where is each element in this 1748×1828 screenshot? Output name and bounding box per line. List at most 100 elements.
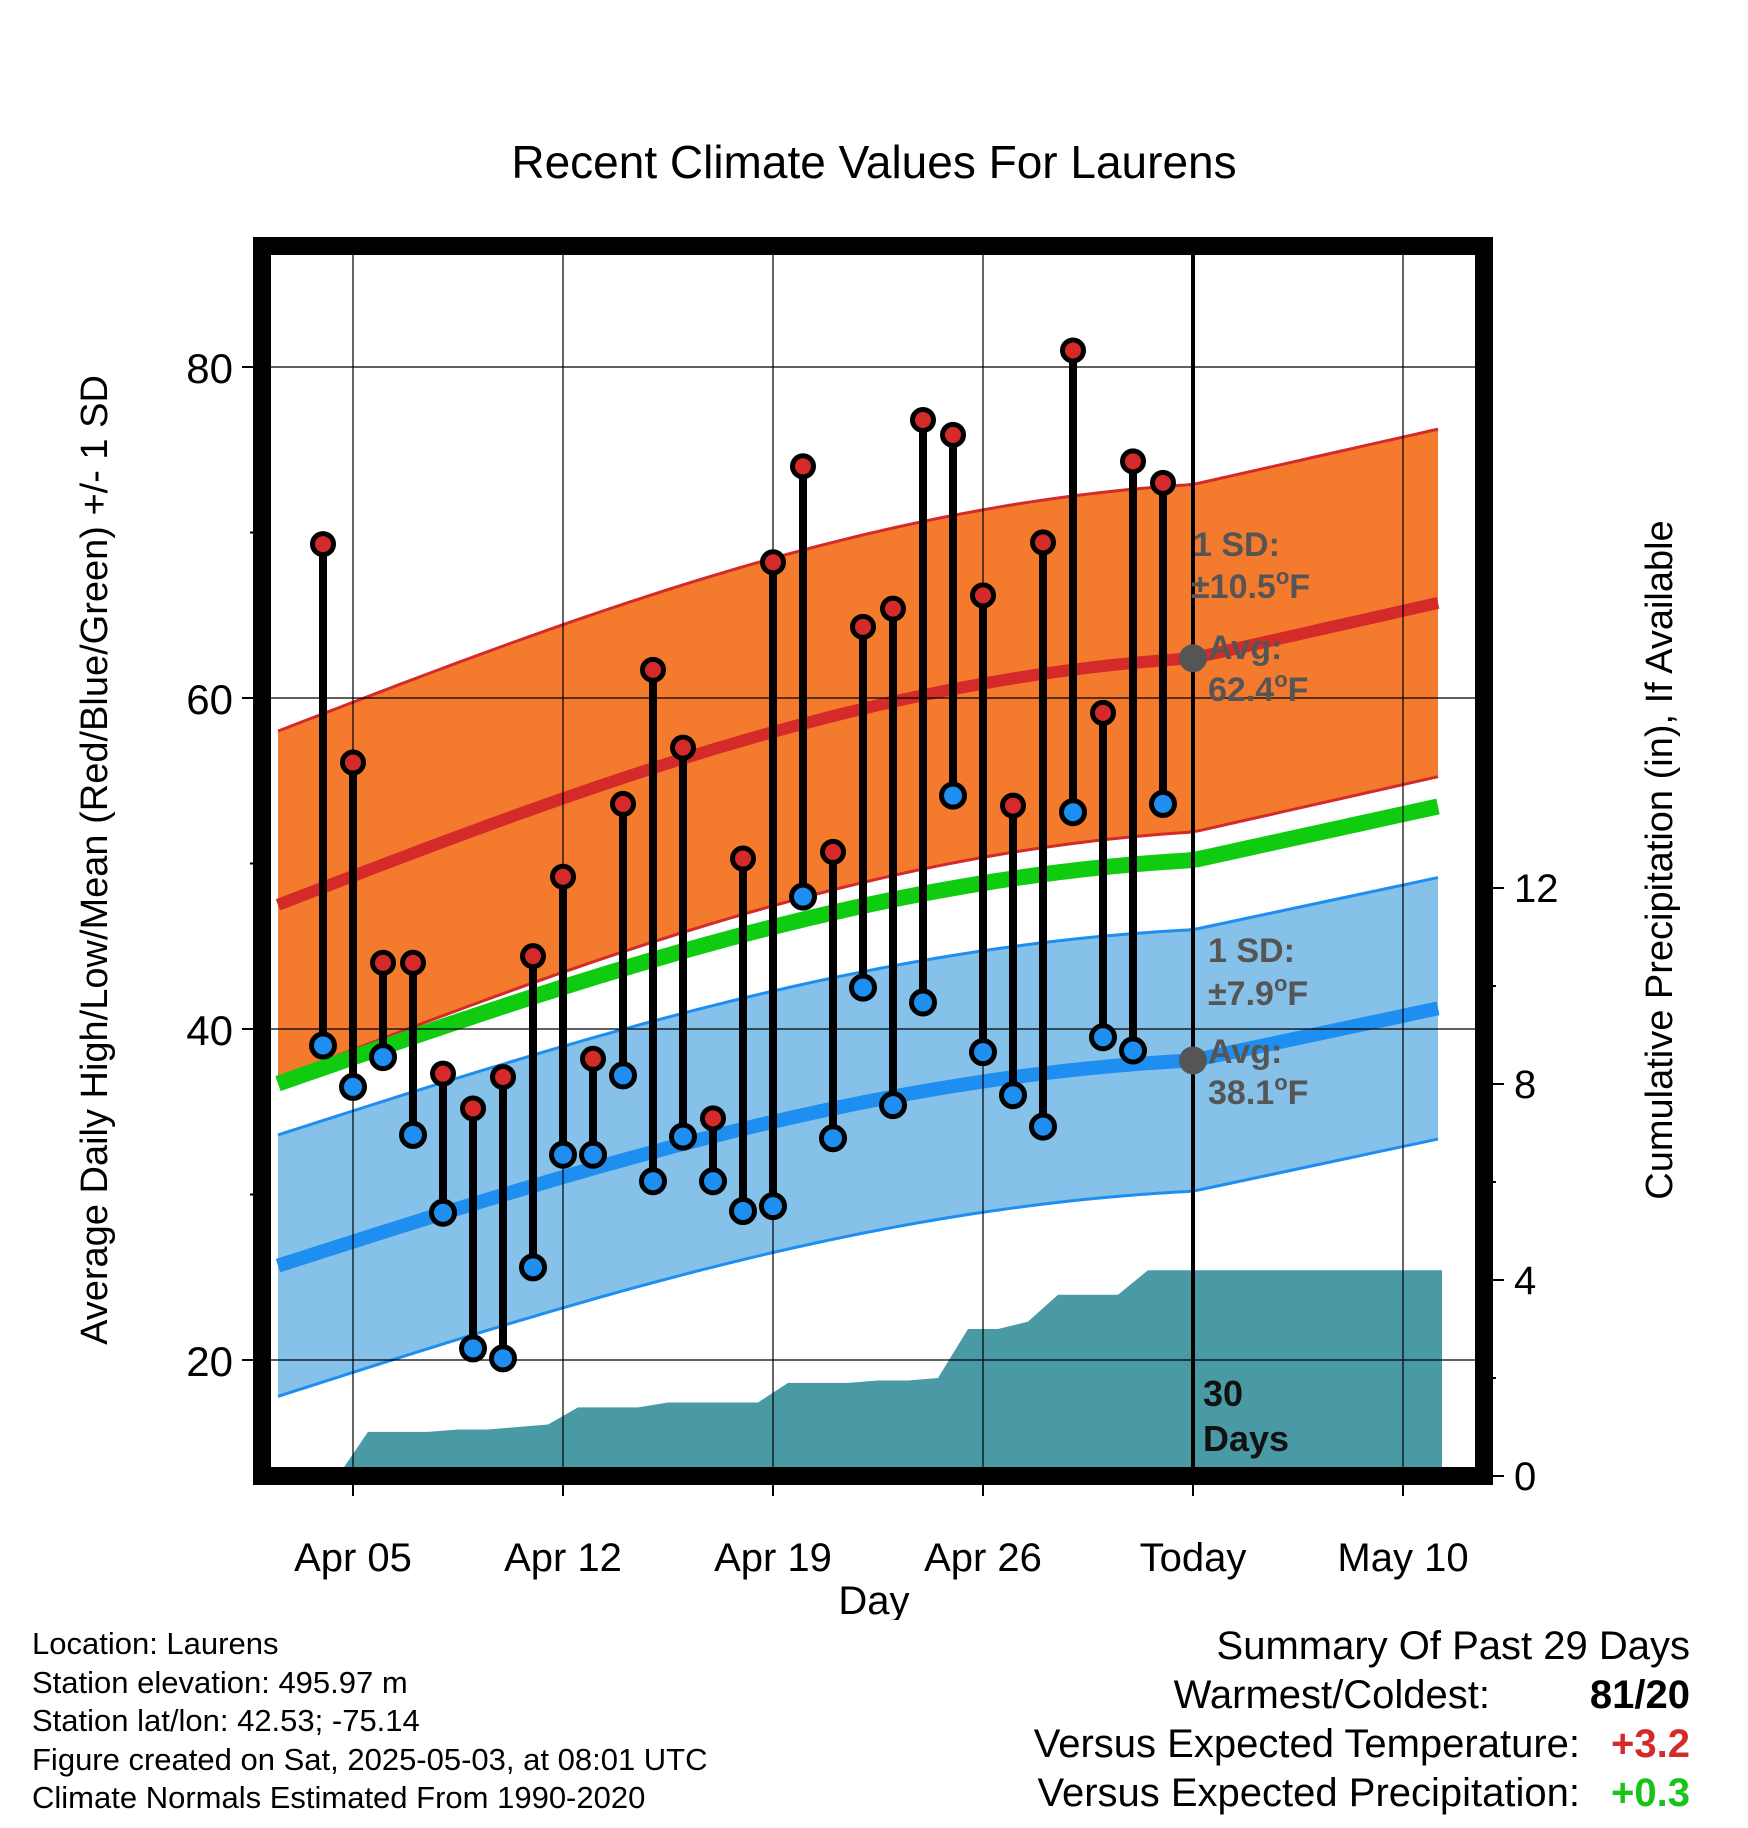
daily-high-point xyxy=(730,845,756,872)
daily-low-point xyxy=(969,1038,997,1067)
daily-low-point xyxy=(759,1192,787,1221)
daily-high-point xyxy=(850,613,876,640)
daily-low-point xyxy=(339,1072,367,1101)
daily-high-point xyxy=(1120,448,1146,475)
daily-low-point xyxy=(1089,1023,1117,1052)
summary-heading: Summary Of Past 29 Days xyxy=(1216,1624,1690,1668)
daily-low-point xyxy=(1119,1036,1147,1065)
high-sd-band xyxy=(278,429,1438,1079)
x-tick-label: Today xyxy=(1140,1536,1247,1580)
daily-high-point xyxy=(790,453,816,480)
warmest-label: Warmest/Coldest: xyxy=(1173,1673,1490,1717)
precip-anomaly-value: +0.3 xyxy=(1611,1771,1690,1815)
station-info: Location: Laurens Station elevation: 495… xyxy=(32,1625,708,1818)
daily-low-point xyxy=(369,1043,397,1072)
latlon-text: Station lat/lon: 42.53; -75.14 xyxy=(32,1703,420,1738)
y-tick-label: 40 xyxy=(186,1007,233,1054)
summary-panel: Summary Of Past 29 Days Warmest/Coldest:… xyxy=(1034,1622,1690,1818)
high-avg-value-annotation: 62.4oF xyxy=(1208,667,1308,709)
daily-low-point xyxy=(519,1253,547,1282)
daily-high-point xyxy=(1090,699,1116,726)
y2-tick-label: 0 xyxy=(1514,1455,1536,1499)
daily-high-point xyxy=(880,595,906,622)
daily-low-point xyxy=(549,1140,577,1169)
low-sd-annotation: 1 SD: xyxy=(1208,932,1295,970)
daily-low-point xyxy=(819,1124,847,1153)
daily-high-point xyxy=(670,734,696,761)
location-text: Location: Laurens xyxy=(32,1626,279,1661)
daily-high-point xyxy=(430,1060,456,1087)
low-sd-upper-line xyxy=(277,876,1439,1137)
created-text: Figure created on Sat, 2025-05-03, at 08… xyxy=(32,1741,708,1777)
daily-low-point xyxy=(789,882,817,911)
high-sd-upper-line xyxy=(277,427,1439,733)
daily-high-point xyxy=(610,790,636,817)
temp-anomaly-label: Versus Expected Temperature: xyxy=(1033,1722,1580,1766)
today-high-avg-point xyxy=(1179,644,1207,673)
daily-high-point xyxy=(1030,529,1056,556)
daily-high-point xyxy=(910,406,936,433)
daily-low-point xyxy=(669,1122,697,1151)
daily-low-point xyxy=(879,1091,907,1120)
daily-high-point xyxy=(700,1105,726,1132)
daily-high-point xyxy=(640,656,666,683)
elevation-text: Station elevation: 495.97 m xyxy=(32,1664,408,1700)
daily-low-point xyxy=(489,1344,517,1373)
high-sd-value-annotation: ±10.5oF xyxy=(1191,564,1310,606)
daily-low-point xyxy=(609,1061,637,1090)
daily-low-point xyxy=(999,1081,1027,1110)
y2-tick-label: 8 xyxy=(1514,1063,1536,1107)
daily-low-point xyxy=(579,1140,607,1169)
plot-frame xyxy=(253,237,1493,1485)
daily-low-point xyxy=(639,1167,667,1196)
high-sd-annotation: 1 SD: xyxy=(1193,526,1280,564)
y-tick-label: 60 xyxy=(186,676,233,723)
today-label-line1: 30 xyxy=(1203,1373,1243,1414)
y-tick-label: 20 xyxy=(186,1338,233,1385)
climate-chart: Recent Climate Values For Laurens 1 SD:±… xyxy=(74,136,1681,1620)
daily-high-point xyxy=(370,949,396,976)
daily-high-point xyxy=(490,1063,516,1090)
daily-high-point xyxy=(760,549,786,576)
y2-tick-label: 4 xyxy=(1514,1259,1536,1303)
normals-text: Climate Normals Estimated From 1990-2020 xyxy=(32,1780,646,1815)
low-sd-value-annotation: ±7.9oF xyxy=(1208,971,1308,1013)
y2-axis-label: Cumulative Precipitation (in), If Availa… xyxy=(1639,520,1681,1199)
daily-high-point xyxy=(340,749,366,776)
x-tick-label: Apr 26 xyxy=(924,1536,1042,1580)
daily-high-point xyxy=(1000,792,1026,819)
x-tick-label: Apr 05 xyxy=(294,1536,412,1580)
temp-anomaly-value: +3.2 xyxy=(1611,1722,1690,1766)
y-tick-label: 80 xyxy=(186,345,233,392)
x-axis-label: Day xyxy=(838,1579,909,1620)
daily-high-point xyxy=(820,838,846,865)
daily-low-point xyxy=(459,1334,487,1363)
y-axis-label: Average Daily High/Low/Mean (Red/Blue/Gr… xyxy=(74,375,116,1345)
daily-high-point xyxy=(1060,337,1086,364)
daily-high-point xyxy=(400,949,426,976)
low-avg-annotation: Avg: xyxy=(1208,1033,1282,1071)
high-avg-annotation: Avg: xyxy=(1208,629,1282,667)
today-low-avg-point xyxy=(1179,1046,1207,1075)
precip-area xyxy=(308,1270,1442,1476)
low-sd-band xyxy=(278,877,1438,1397)
low-avg-value-annotation: 38.1oF xyxy=(1208,1070,1308,1112)
chart-title: Recent Climate Values For Laurens xyxy=(511,136,1236,188)
daily-low-point xyxy=(849,973,877,1002)
daily-low-point xyxy=(1029,1112,1057,1141)
precip-anomaly-label: Versus Expected Precipitation: xyxy=(1037,1771,1580,1815)
daily-high-point xyxy=(460,1095,486,1122)
daily-low-point xyxy=(909,988,937,1017)
daily-low-point xyxy=(729,1197,757,1226)
daily-low-point xyxy=(1059,798,1087,827)
daily-high-point xyxy=(580,1045,606,1072)
x-tick-label: Apr 12 xyxy=(504,1536,622,1580)
warmest-value: 81/20 xyxy=(1589,1673,1690,1717)
y2-tick-label: 12 xyxy=(1514,867,1559,911)
daily-low-point xyxy=(699,1167,727,1196)
daily-high-point xyxy=(1150,469,1176,496)
daily-low-point xyxy=(399,1120,427,1149)
daily-high-point xyxy=(310,531,336,558)
x-tick-label: Apr 19 xyxy=(714,1536,832,1580)
daily-low-point xyxy=(939,781,967,810)
